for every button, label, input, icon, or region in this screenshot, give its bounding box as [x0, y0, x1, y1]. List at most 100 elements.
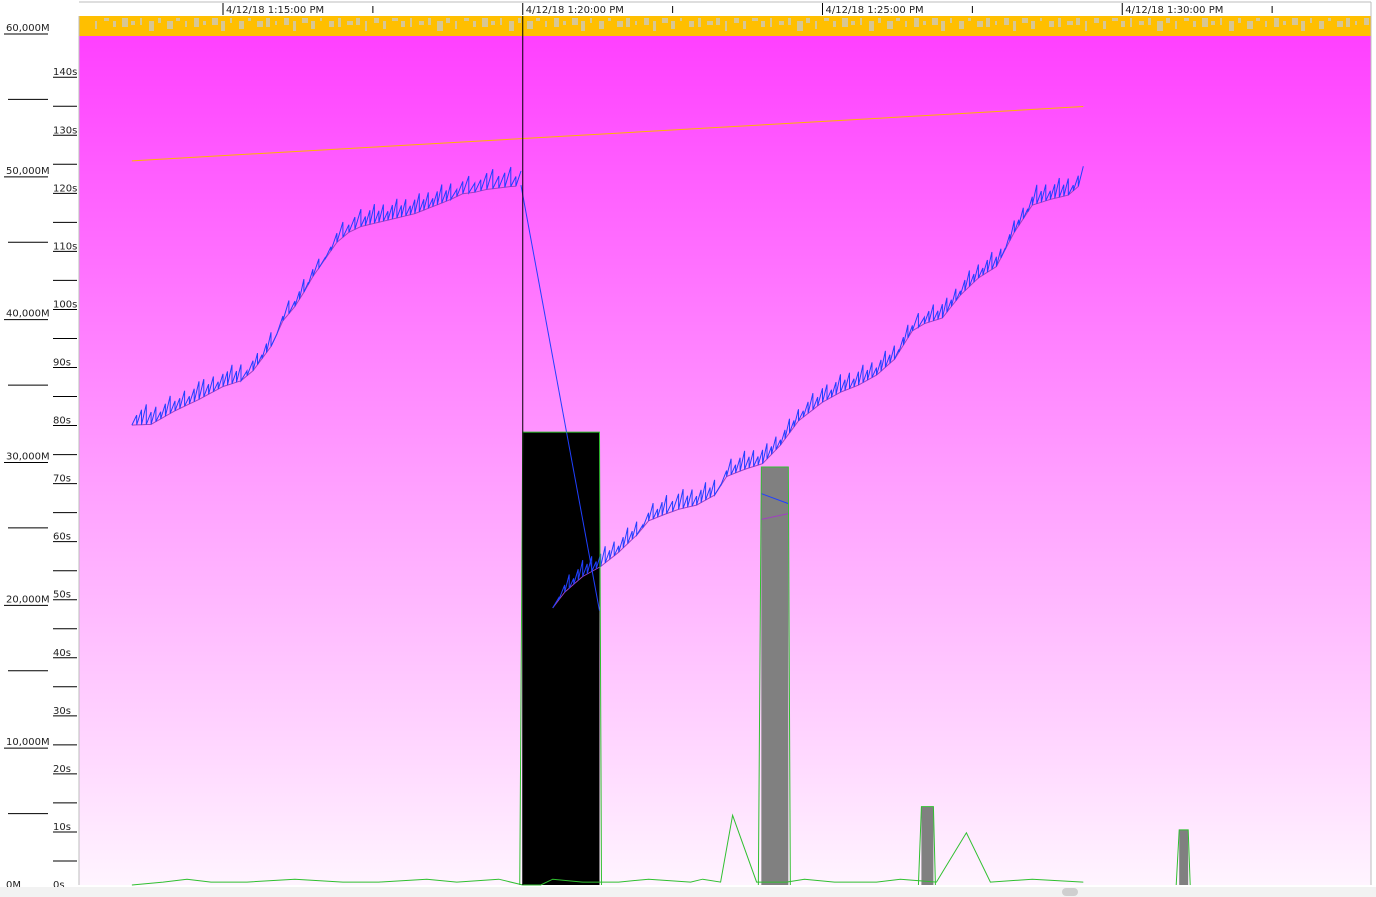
time-tick-label: 4/12/18 1:30:00 PM	[1125, 5, 1223, 16]
gc-event-mark	[1193, 21, 1196, 27]
gc-event-mark	[1175, 21, 1177, 29]
gc-event-mark	[248, 18, 251, 21]
gc-event-mark	[887, 21, 893, 29]
time-tick-label: 4/12/18 1:25:00 PM	[826, 5, 924, 16]
gc-event-mark	[1058, 18, 1061, 27]
memory-tick-label: 10,000M	[6, 737, 50, 748]
gc-pause-bar	[1179, 829, 1189, 885]
gc-event-mark	[995, 21, 997, 25]
pause-bars	[522, 432, 1189, 885]
gc-event-mark	[545, 21, 547, 27]
time-tick-label: 4/12/18 1:15:00 PM	[226, 5, 324, 16]
gc-event-mark	[194, 18, 199, 27]
gc-pause-spike	[1175, 829, 1191, 886]
gc-event-mark	[878, 18, 881, 23]
gc-event-mark	[374, 18, 379, 23]
gc-event-mark	[1364, 18, 1369, 25]
gc-pause-spike	[917, 806, 936, 886]
gc-event-mark	[347, 21, 353, 25]
gc-event-mark	[662, 18, 668, 23]
gc-event-mark	[491, 21, 495, 25]
gc-event-mark	[1229, 21, 1234, 31]
left-axis-panel	[0, 0, 79, 897]
gc-event-mark	[779, 21, 784, 25]
gc-event-mark	[941, 21, 945, 31]
gc-event-mark	[338, 18, 341, 27]
gc-event-mark	[968, 18, 971, 21]
gc-event-mark	[689, 21, 694, 27]
gc-event-mark	[1157, 21, 1163, 31]
horizontal-scrollbar-track[interactable]	[0, 887, 1376, 897]
gc-event-mark	[653, 21, 656, 31]
gc-event-mark	[140, 18, 142, 25]
gc-event-mark	[122, 18, 128, 27]
gc-event-mark	[176, 18, 180, 21]
gc-event-mark	[806, 18, 810, 23]
gc-event-mark	[959, 21, 964, 29]
gc-event-mark	[743, 21, 746, 29]
gc-event-mark	[896, 18, 900, 21]
gc-event-mark	[671, 21, 675, 29]
gc-pause-line	[131, 813, 1084, 886]
gc-event-mark	[1292, 18, 1298, 25]
gc-event-mark	[383, 21, 386, 29]
gc-event-mark	[518, 18, 521, 23]
horizontal-scrollbar-thumb[interactable]	[1062, 888, 1078, 896]
gc-event-mark	[482, 18, 488, 27]
gc-event-mark	[446, 18, 450, 23]
heap-bridge-baseline	[761, 513, 789, 520]
gc-event-mark	[1256, 18, 1260, 21]
pause-axis: 140s 130s 120s 110s 100s 90s 80s 70s 60s 50s 40s 30…	[53, 67, 77, 891]
gc-event-mark	[1013, 21, 1016, 31]
gc-event-mark	[230, 18, 232, 23]
gc-event-mark	[131, 21, 135, 25]
gc-event-mark	[158, 18, 161, 23]
gc-event-mark	[1031, 21, 1035, 29]
gc-event-mark	[1346, 18, 1350, 27]
gc-event-mark	[1337, 21, 1343, 27]
gc-event-mark	[329, 21, 334, 27]
pause-tick-label: 30s	[53, 706, 71, 717]
pause-tick-label: 120s	[53, 183, 77, 194]
gc-event-mark	[473, 21, 476, 27]
gc-event-mark	[1310, 18, 1312, 23]
gc-event-mark	[221, 21, 225, 31]
gc-event-mark	[419, 21, 424, 25]
gc-event-mark	[293, 21, 296, 31]
gc-event-mark	[212, 18, 218, 25]
pause-tick-label: 50s	[53, 590, 71, 601]
heap-bridge-line	[761, 493, 789, 505]
gc-event-mark	[311, 21, 315, 29]
gc-event-mark	[608, 18, 611, 21]
memory-tick-label: 40,000M	[6, 309, 50, 320]
gc-event-mark	[599, 21, 604, 29]
time-axis-strip	[79, 0, 1371, 16]
gc-event-mark	[167, 21, 173, 29]
gc-event-mark	[509, 21, 514, 31]
gc-event-mark	[203, 21, 206, 25]
pause-tick-label: 40s	[53, 648, 71, 659]
gc-event-mark	[1319, 21, 1324, 29]
pause-tick-label: 70s	[53, 474, 71, 485]
gc-event-mark	[1355, 21, 1357, 25]
gc-event-mark	[635, 21, 637, 25]
gc-event-mark	[464, 18, 469, 21]
gc-pause-bar	[761, 467, 789, 885]
series-lines	[131, 106, 1191, 886]
gc-event-mark	[401, 21, 405, 27]
gc-event-mark	[950, 18, 952, 23]
gc-event-mark	[185, 21, 187, 27]
gc-pause-spike	[519, 431, 602, 886]
memory-tick-label: 60,000M	[6, 23, 50, 34]
gc-event-mark	[752, 18, 758, 21]
time-tick-label: 4/12/18 1:20:00 PM	[526, 5, 624, 16]
memory-axis: 60,000M 50,000M 40,000M 30,000M 20,000M 10,00…	[4, 23, 50, 892]
gc-event-mark	[1301, 21, 1305, 31]
gc-event-mark	[527, 21, 533, 29]
gc-event-mark	[734, 18, 739, 23]
heap-trend-line	[131, 106, 1084, 162]
gc-event-mark	[356, 18, 360, 25]
pause-tick-label: 0s	[53, 880, 65, 891]
pause-tick-label: 90s	[53, 358, 71, 369]
